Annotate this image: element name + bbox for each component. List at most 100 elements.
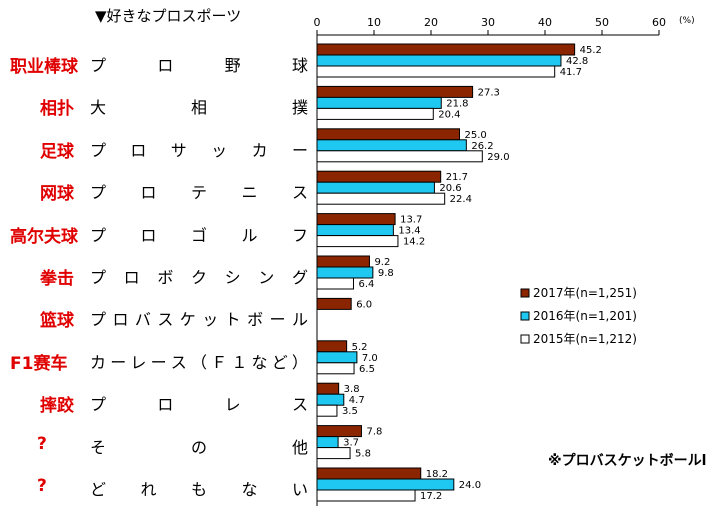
category-label-char: ス xyxy=(291,183,308,203)
category-label-char: フ xyxy=(291,225,308,245)
category-label-char: ン xyxy=(258,268,275,287)
bar xyxy=(316,266,374,279)
data-label: 9.2 xyxy=(374,257,390,268)
category-label-cn: 相扑 xyxy=(40,99,74,120)
legend-swatch xyxy=(520,311,530,321)
category-label-jp: どれもない xyxy=(90,476,308,500)
legend-label: 2015年(n=1,212) xyxy=(533,332,637,346)
category-label-cn: 网球 xyxy=(40,184,74,205)
category-label-char: そ xyxy=(90,437,107,457)
category-label-char: グ xyxy=(291,268,308,287)
category-label-jp: その他 xyxy=(90,434,308,458)
category-label-char: れ xyxy=(140,480,157,499)
bar xyxy=(316,54,562,67)
bar xyxy=(316,128,460,141)
category-label-char: ボ xyxy=(157,268,174,287)
data-label: 21.7 xyxy=(446,172,468,183)
category-label-char: ど xyxy=(90,480,107,499)
bar xyxy=(316,351,358,364)
data-label: 13.4 xyxy=(398,226,420,237)
x-tick-label: 50 xyxy=(595,16,609,29)
data-label: 20.4 xyxy=(438,109,460,120)
bar xyxy=(316,96,442,109)
x-tick-label: 20 xyxy=(424,16,438,29)
category-label-cn: ? xyxy=(37,476,47,496)
bar xyxy=(316,404,338,417)
legend-swatch xyxy=(520,334,530,344)
category-label-jp: プロバスケットボール xyxy=(90,306,308,330)
category-label-char: ス xyxy=(170,352,187,372)
bar xyxy=(316,107,434,120)
bar xyxy=(316,393,345,406)
legend-label: 2016年(n=1,201) xyxy=(533,309,637,323)
category-label-char: ロ xyxy=(112,310,129,330)
category-label-char: （ xyxy=(190,352,207,372)
category-label-char: ケ xyxy=(179,310,196,330)
data-label: 6.0 xyxy=(356,299,372,310)
legend-label: 2017年(n=1,251) xyxy=(533,286,637,300)
category-label-cn: 摔跤 xyxy=(40,396,74,417)
category-label-jp: プロ野球 xyxy=(90,52,308,76)
category-label-char: ー xyxy=(291,140,308,160)
data-label: 25.0 xyxy=(465,130,487,141)
category-label-char: ル xyxy=(291,310,308,330)
data-label: 22.4 xyxy=(450,194,472,205)
category-label-cn: 足球 xyxy=(40,141,74,162)
data-label: 45.2 xyxy=(580,45,602,56)
category-label-cn: 高尔夫球 xyxy=(10,226,78,247)
category-label-char: ー xyxy=(110,352,127,372)
category-label-char: ど xyxy=(271,352,288,372)
category-label-char: バ xyxy=(134,310,151,330)
category-label-char: ロ xyxy=(140,225,157,245)
category-label-cn: 职业棒球 xyxy=(10,57,78,77)
x-tick-label: 0 xyxy=(314,16,321,29)
category-label-char: プ xyxy=(90,140,107,160)
category-label-char: プ xyxy=(90,56,107,75)
data-label: 20.6 xyxy=(439,183,461,194)
category-label-char: ） xyxy=(291,352,308,372)
category-label-char: ロ xyxy=(140,183,157,203)
category-label-char: ロ xyxy=(123,268,140,287)
category-label-cn: F1赛车 xyxy=(10,353,68,374)
category-label-char: ロ xyxy=(157,395,174,415)
category-label-jp: プロゴルフ xyxy=(90,222,308,246)
category-label-char: も xyxy=(190,480,207,499)
category-label-char: Ｆ xyxy=(211,352,228,372)
category-label-char: ル xyxy=(241,225,258,245)
bar xyxy=(316,213,396,226)
category-label-jp: プロボクシング xyxy=(90,264,308,288)
category-label-cn: 篮球 xyxy=(40,311,74,332)
category-label-char: レ xyxy=(224,395,241,415)
bar xyxy=(316,139,467,152)
bar xyxy=(316,297,352,310)
category-label-char: い xyxy=(291,480,308,499)
category-label-jp: プロテニス xyxy=(90,179,308,203)
category-label-char: の xyxy=(190,437,207,457)
category-label-char: ス xyxy=(157,310,174,330)
data-label: 5.8 xyxy=(355,449,371,460)
category-label-jp: カーレース（Ｆ １ など） xyxy=(90,349,308,373)
x-tick-label: 30 xyxy=(481,16,495,29)
data-label: 5.2 xyxy=(352,342,368,353)
category-label-char: レ xyxy=(130,352,147,372)
data-label: 13.7 xyxy=(400,215,422,226)
chart-title: ▼好きなプロスポーツ xyxy=(95,7,242,25)
category-label-char: ッ xyxy=(202,310,219,330)
data-label: 3.8 xyxy=(344,384,360,395)
category-label-char: ゴ xyxy=(190,225,207,245)
category-label-jp: プロレス xyxy=(90,391,308,415)
category-label-char: サ xyxy=(170,140,187,160)
category-label-char: 他 xyxy=(291,437,308,457)
bar xyxy=(316,192,446,205)
category-label-char: 相 xyxy=(190,98,207,118)
data-label: 6.4 xyxy=(358,279,374,290)
data-label: 7.0 xyxy=(362,353,378,364)
category-label-char: カ xyxy=(251,140,268,160)
category-label-char: プ xyxy=(90,268,107,287)
data-label: 21.8 xyxy=(446,98,468,109)
bar xyxy=(316,277,354,290)
category-label-char: プ xyxy=(90,395,107,415)
category-label-char: カ xyxy=(90,352,107,372)
